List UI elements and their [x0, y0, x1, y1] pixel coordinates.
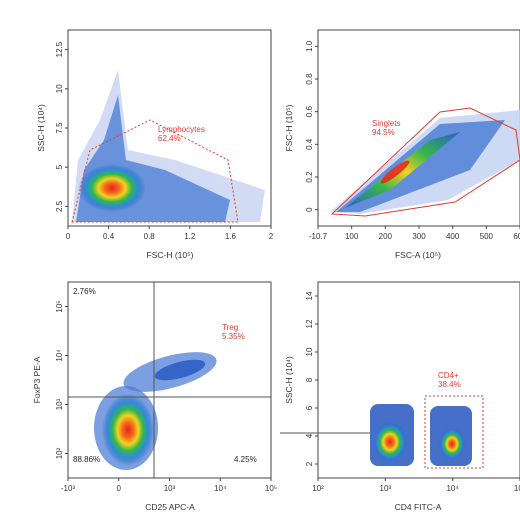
y-tick-label: 0.8	[305, 73, 314, 85]
y-tick-label: 0.6	[305, 106, 314, 118]
panel-1-gate	[71, 119, 239, 223]
panel-3-density	[94, 352, 217, 470]
x-tick-label: 0	[66, 232, 71, 241]
x-tick-label: 400	[446, 232, 460, 241]
panel-3-y-ticks: 10² 10³ 10⁴ 10⁵	[55, 300, 68, 459]
x-tick-label: 500	[480, 232, 494, 241]
y-tick-label: 4	[305, 433, 314, 438]
x-tick-label: 10³	[380, 484, 392, 493]
panel-1-density	[72, 70, 265, 222]
x-tick-label: 10⁵	[514, 484, 520, 493]
panel-2-y-ticks: 0 0.2 0.4 0.6 0.8 1.0	[305, 40, 318, 212]
x-tick-label: 200	[379, 232, 393, 241]
x-tick-label: 2	[269, 232, 274, 241]
x-tick-label: -10.7	[309, 232, 328, 241]
panel-3-quadrant-ll: 88.86%	[73, 455, 100, 464]
y-tick-label: 10	[55, 84, 64, 93]
x-tick-label: 0.8	[144, 232, 156, 241]
y-tick-label: 0.4	[305, 138, 314, 150]
x-tick-label: -10³	[61, 484, 76, 493]
panel-2-x-ticks: -10.7 100 200 300 400 500 600	[309, 226, 520, 241]
y-tick-label: 12.5	[55, 41, 64, 57]
panel-1-xlabel: FSC-H (10⁵)	[147, 250, 194, 260]
panel-3-main-cloud	[102, 394, 154, 466]
panel-3: Treg 5.35% 2.76% 88.86% 4.25% -10³ 0 10³ 10⁴…	[32, 281, 277, 512]
panel-3-ylabel: FoxP3 PE-A	[32, 356, 42, 403]
x-tick-label: 0.4	[103, 232, 115, 241]
y-tick-label: 10⁴	[55, 349, 64, 362]
panel-3-quadrant-ul: 2.76%	[73, 287, 96, 296]
panel-4-y-ticks: 2 4 6 8 10 12 14	[305, 291, 318, 466]
x-tick-label: 10⁴	[446, 484, 459, 493]
y-tick-label: 2.5	[55, 200, 64, 212]
y-tick-label: 10⁵	[55, 300, 64, 312]
panel-4-density	[370, 404, 472, 466]
panel-1-x-ticks: 0 0.4 0.8 1.2 1.6 2	[66, 226, 274, 241]
panel-3-xlabel: CD25 APC-A	[145, 502, 195, 512]
x-tick-label: 1.2	[184, 232, 196, 241]
panel-1-ylabel: SSC-H (10⁴)	[36, 104, 46, 152]
y-tick-label: 0	[305, 207, 314, 212]
panel-3-quadrant-lr: 4.25%	[234, 455, 257, 464]
x-tick-label: 100	[345, 232, 359, 241]
panel-1-cloud-core	[78, 164, 146, 212]
panel-1-gate-label: Lymphocytes 62.4%	[158, 125, 205, 143]
panel-4-ylabel: SSC-H (10⁴)	[284, 356, 294, 404]
x-tick-label: 1.6	[225, 232, 237, 241]
panel-3-x-ticks: -10³ 0 10³ 10⁴ 10⁵	[61, 478, 277, 493]
panel-4-gate-label: CD4+ 38.4%	[438, 371, 461, 389]
panel-4-xlabel: CD4 FITC-A	[395, 502, 442, 512]
x-tick-label: 10⁴	[214, 484, 227, 493]
y-tick-label: 10²	[55, 447, 64, 459]
x-tick-label: 10⁵	[265, 484, 277, 493]
panel-4-left-cluster	[373, 422, 407, 462]
panel-3-gate-label: Treg 5.35%	[222, 323, 245, 341]
y-tick-label: 6	[305, 405, 314, 410]
panel-2-ylabel: FSC-H (10⁵)	[284, 104, 294, 151]
x-tick-label: 10²	[312, 484, 324, 493]
panel-4-right-cluster	[439, 428, 465, 460]
y-tick-label: 5	[55, 164, 64, 169]
y-tick-label: 14	[305, 291, 314, 300]
panel-4-plot-area	[317, 281, 520, 479]
y-tick-label: 10³	[55, 398, 64, 410]
x-tick-label: 300	[412, 232, 426, 241]
panel-4-gate	[424, 395, 484, 469]
y-tick-label: 10	[305, 347, 314, 356]
panel-2-density	[330, 110, 520, 214]
panel-2-gate-label: Singlets 94.5%	[372, 119, 400, 137]
y-tick-label: 0.2	[305, 171, 314, 183]
y-tick-label: 1.0	[305, 40, 314, 52]
panel-2-hotspot	[380, 160, 410, 184]
x-tick-label: 10³	[164, 484, 176, 493]
y-tick-label: 7.5	[55, 122, 64, 134]
y-tick-label: 2	[305, 461, 314, 466]
y-tick-label: 12	[305, 319, 314, 328]
y-tick-label: 8	[305, 377, 314, 382]
panel-1: Lymphocytes 62.4% 0 0.4 0.8 1.2 1.6 2 2.5 5 7.5 1…	[36, 29, 274, 260]
panel-2-xlabel: FSC-A (10⁵)	[395, 250, 441, 260]
x-tick-label: 600	[513, 232, 520, 241]
panel-1-y-ticks: 2.5 5 7.5 10 12.5	[55, 41, 68, 212]
panel-4-x-ticks: 10² 10³ 10⁴ 10⁵	[312, 478, 520, 493]
panel-2-gate	[330, 107, 520, 217]
x-tick-label: 0	[117, 484, 122, 493]
panel-4: CD4+38.4% 10² 10³ 10⁴ 10⁵ 2 4 6 8 10 12 14 CD4 FI…	[280, 281, 520, 512]
panel-3-upper-cloud-core	[154, 359, 206, 381]
